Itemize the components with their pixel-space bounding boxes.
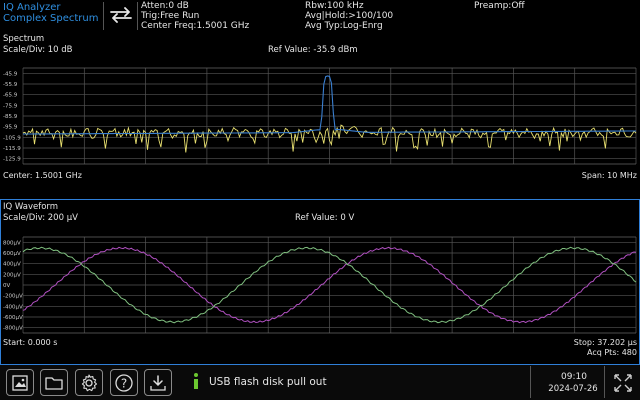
info-icon xyxy=(191,372,201,394)
avg-type-label: Avg Typ:Log-Enrg xyxy=(305,21,383,31)
fullscreen-icon xyxy=(614,374,632,392)
svg-text:?: ? xyxy=(121,376,127,390)
atten-label: Atten:0 dB xyxy=(141,1,189,11)
trig-label: Trig:Free Run xyxy=(141,11,200,21)
iq-scale[interactable]: Scale/Div: 200 µV xyxy=(3,213,78,223)
settings-button[interactable] xyxy=(75,369,103,396)
spectrum-trace-live xyxy=(22,124,637,153)
spectrum-y-tick-label: -125.9 xyxy=(3,157,21,163)
header-bar: IQ Analyzer Complex Spectrum Atten:0 dB … xyxy=(0,0,640,31)
screenshot-button[interactable] xyxy=(6,369,34,396)
iq-y-tick-label: -800µV xyxy=(3,326,23,332)
iq-trace-i xyxy=(22,246,637,324)
divider xyxy=(137,2,138,30)
bottom-toolbar xyxy=(0,365,640,400)
iq-y-tick-label: 600µV xyxy=(3,251,21,257)
screenshot-icon xyxy=(12,374,28,391)
center-freq-label: Center Freq:1.5001 GHz xyxy=(141,21,250,31)
spectrum-scale[interactable]: Scale/Div: 10 dB xyxy=(3,45,73,55)
iq-acq-pts-label[interactable]: Acq Pts: 480 xyxy=(587,348,637,357)
folder-icon xyxy=(45,376,63,390)
spectrum-ref-value[interactable]: Ref Value: -35.9 dBm xyxy=(268,45,358,55)
iq-waveform-title: IQ Waveform xyxy=(3,202,59,212)
iq-y-tick-label: -200µV xyxy=(3,294,23,300)
divider xyxy=(530,366,531,398)
spectrum-y-tick-label: -65.9 xyxy=(3,93,18,99)
status-message: USB flash disk pull out xyxy=(209,376,327,388)
spectrum-y-tick-label: -75.9 xyxy=(3,103,18,109)
iq-waveform-panel[interactable]: IQ Waveform Scale/Div: 200 µV Ref Value:… xyxy=(0,199,640,365)
rbw-label: Rbw:100 kHz xyxy=(305,1,364,11)
divider xyxy=(103,2,104,30)
clock-date: 2024-07-26 xyxy=(548,384,598,394)
save-button[interactable] xyxy=(144,369,172,396)
spectrum-center-label[interactable]: Center: 1.5001 GHz xyxy=(3,171,82,180)
iq-y-tick-label: 0V xyxy=(3,283,10,289)
preamp-label[interactable]: Preamp:Off xyxy=(474,1,525,11)
iq-y-tick-label: 200µV xyxy=(3,272,21,278)
iq-start-label[interactable]: Start: 0.000 s xyxy=(3,338,58,347)
fullscreen-button[interactable] xyxy=(612,372,634,394)
avg-hold-label: Avg|Hold:>100/100 xyxy=(305,11,394,21)
iq-plot[interactable]: 800µV 600µV 400µV 200µV 0V -200µV -400µV -600µV… xyxy=(0,235,640,335)
iq-ref-value[interactable]: Ref Value: 0 V xyxy=(295,213,355,223)
iq-y-tick-label: -600µV xyxy=(3,315,23,321)
spectrum-panel: Spectrum Scale/Div: 10 dB Ref Value: -35… xyxy=(0,31,640,199)
iq-y-tick-label: -400µV xyxy=(3,304,23,310)
save-download-icon xyxy=(150,374,166,391)
help-icon: ? xyxy=(115,373,133,392)
iq-y-tick-label: 400µV xyxy=(3,262,21,268)
app-title[interactable]: IQ Analyzer Complex Spectrum xyxy=(3,2,99,24)
spectrum-y-tick-label: -115.9 xyxy=(3,146,21,152)
spectrum-plot[interactable]: -45.9 -55.9 -65.9 -75.9 -85.9 -95.9 -105.9 -115… xyxy=(0,66,640,166)
iq-trace-q xyxy=(22,246,637,324)
file-browser-button[interactable] xyxy=(40,369,68,396)
acq-settings-group[interactable]: Atten:0 dB Trig:Free Run Center Freq:1.5… xyxy=(141,1,249,31)
spectrum-title: Spectrum xyxy=(3,34,45,44)
spectrum-y-tick-label: -55.9 xyxy=(3,82,18,88)
spectrum-y-tick-label: -85.9 xyxy=(3,114,18,120)
iq-stop-label[interactable]: Stop: 37.202 µs xyxy=(573,338,637,347)
app-title-line1: IQ Analyzer xyxy=(3,2,61,13)
bw-settings-group[interactable]: Rbw:100 kHz Avg|Hold:>100/100 Avg Typ:Lo… xyxy=(305,1,393,31)
iq-y-tick-label: 800µV xyxy=(3,240,21,246)
swap-icon[interactable] xyxy=(107,5,135,25)
spectrum-trace-average xyxy=(23,75,636,135)
spectrum-y-tick-label: -105.9 xyxy=(3,135,21,141)
clock-time: 09:10 xyxy=(561,372,587,382)
app-title-line2: Complex Spectrum xyxy=(3,13,99,24)
divider xyxy=(604,366,605,398)
spectrum-y-tick-label: -95.9 xyxy=(3,125,18,131)
spectrum-span-label[interactable]: Span: 10 MHz xyxy=(581,171,637,180)
settings-icon xyxy=(81,373,98,391)
help-button[interactable]: ? xyxy=(110,369,138,396)
spectrum-y-tick-label: -45.9 xyxy=(3,71,18,77)
